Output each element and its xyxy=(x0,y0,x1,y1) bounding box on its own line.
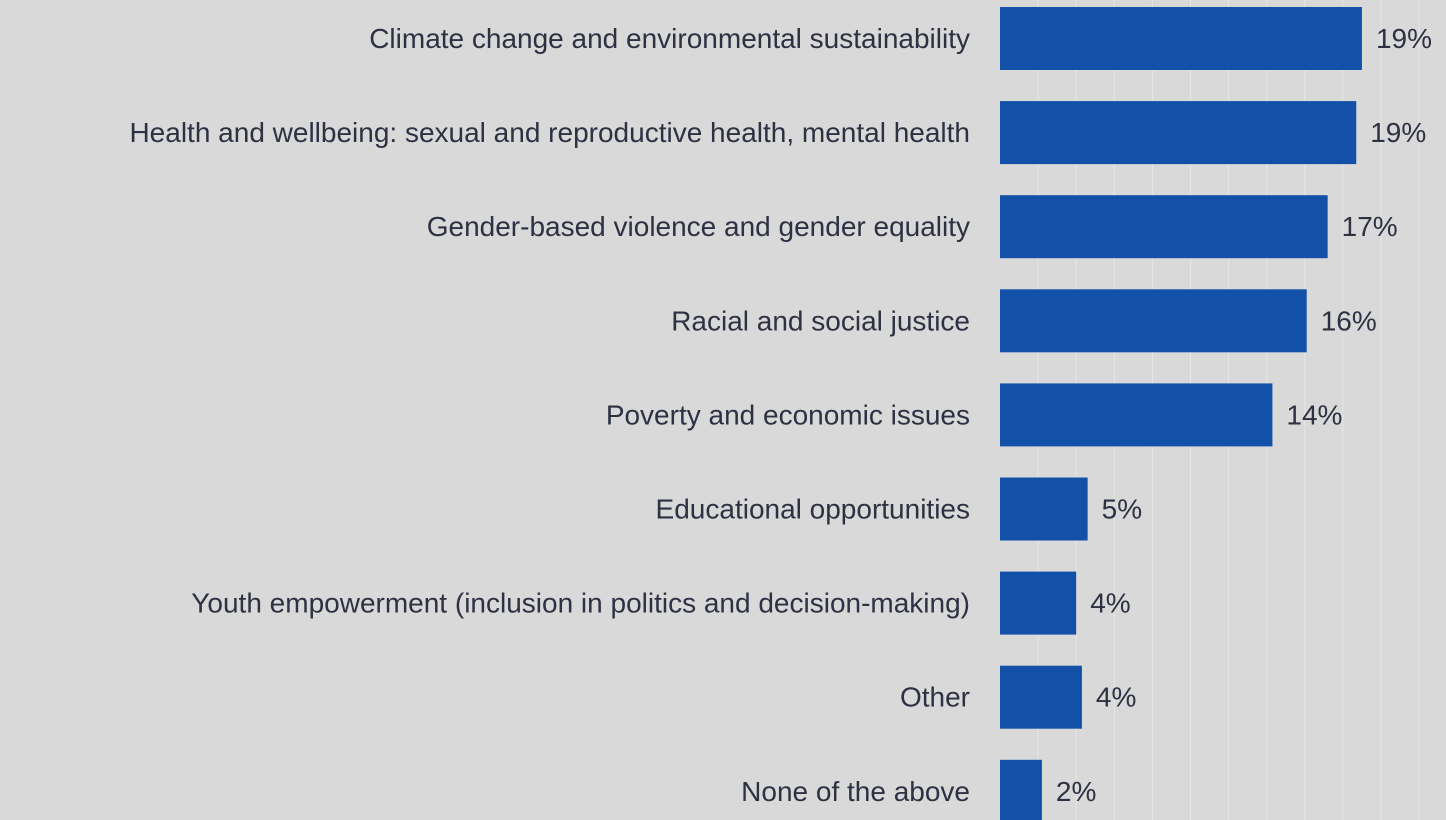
category-label: Racial and social justice xyxy=(671,305,970,336)
value-label: 4% xyxy=(1090,588,1130,619)
bar xyxy=(1000,289,1307,353)
bar xyxy=(1000,759,1042,820)
bar xyxy=(1000,101,1357,165)
bar xyxy=(1000,195,1328,259)
category-label: Youth empowerment (inclusion in politics… xyxy=(191,588,970,619)
bar xyxy=(1000,383,1273,447)
category-label: None of the above xyxy=(741,776,970,807)
value-label: 17% xyxy=(1342,211,1398,242)
bar xyxy=(1000,7,1362,70)
category-label: Poverty and economic issues xyxy=(606,399,970,430)
value-label: 19% xyxy=(1376,23,1432,54)
category-label: Educational opportunities xyxy=(656,494,970,525)
value-label: 16% xyxy=(1321,305,1377,336)
category-label: Gender-based violence and gender equalit… xyxy=(427,211,970,242)
value-label: 4% xyxy=(1096,682,1136,713)
category-label: Climate change and environmental sustain… xyxy=(369,23,970,54)
value-label: 5% xyxy=(1102,494,1142,525)
bar xyxy=(1000,571,1077,635)
value-label: 19% xyxy=(1370,117,1426,148)
bar xyxy=(1000,665,1082,729)
category-label: Health and wellbeing: sexual and reprodu… xyxy=(129,117,970,148)
value-label: 14% xyxy=(1286,399,1342,430)
category-label: Other xyxy=(900,682,970,713)
value-label: 2% xyxy=(1056,776,1096,807)
bar xyxy=(1000,477,1088,541)
bars xyxy=(1000,7,1362,820)
labels: Climate change and environmental sustain… xyxy=(129,23,1432,807)
